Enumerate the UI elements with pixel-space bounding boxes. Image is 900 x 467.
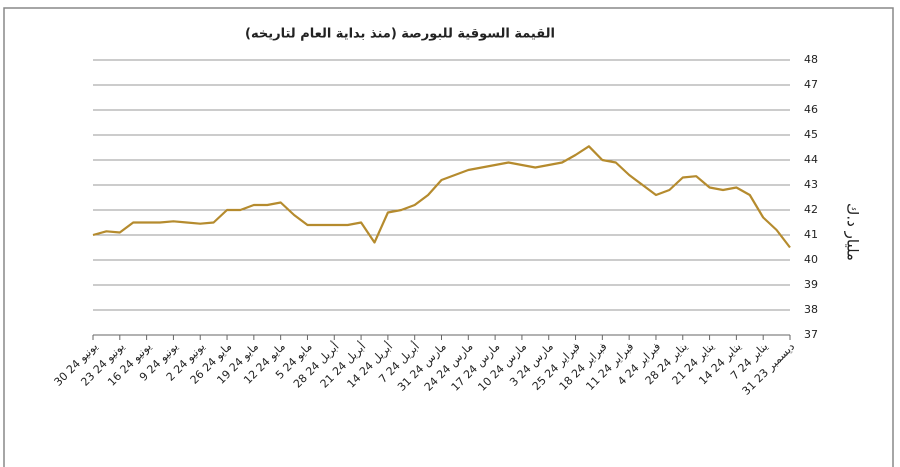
y-tick-label: 45 <box>804 128 818 141</box>
y-axis-label: مليار د.ك <box>844 203 862 261</box>
y-tick-label: 41 <box>804 228 818 241</box>
y-tick-label: 44 <box>804 153 818 166</box>
y-tick-label: 40 <box>804 253 818 266</box>
y-tick-label: 42 <box>804 203 818 216</box>
y-tick-label: 39 <box>804 278 818 291</box>
y-tick-label: 43 <box>804 178 818 191</box>
y-tick-label: 48 <box>804 53 818 66</box>
line <box>92 145 791 249</box>
y-tick-label: 46 <box>804 103 818 116</box>
chart-title: القيمة السوقية للبورصة (منذ بداية العام … <box>245 27 555 42</box>
y-tick-label: 37 <box>804 328 818 341</box>
y-tick-label: 47 <box>804 78 818 91</box>
frame <box>3 7 894 467</box>
y-tick-label: 38 <box>804 303 818 316</box>
